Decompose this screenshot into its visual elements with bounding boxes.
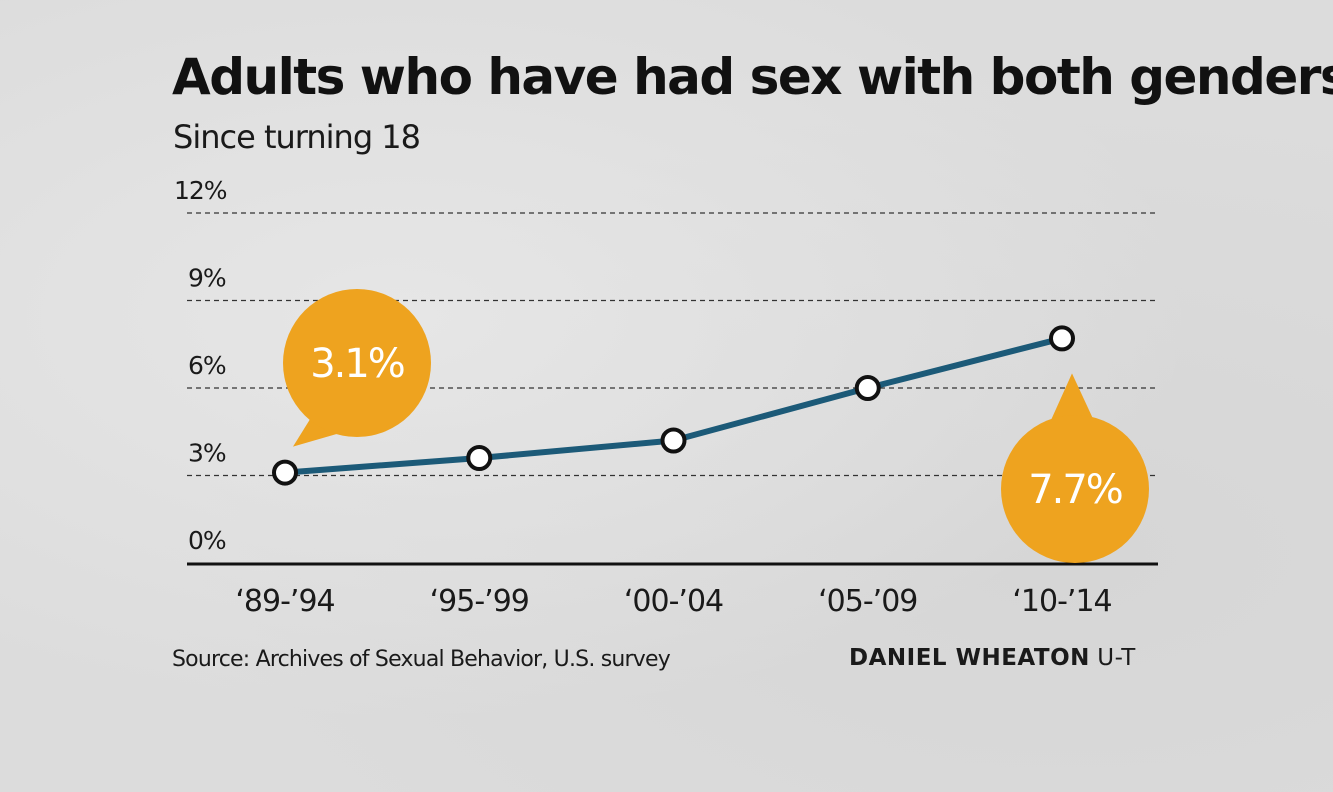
data-point-marker [1049,325,1075,352]
x-tick-label: ‘05-’09 [818,584,917,619]
callout-label: 3.1% [310,341,404,387]
x-axis-ticks: ‘89-’94 ‘95-’99 ‘00-’04 ‘05-’09 ‘10-’14 [235,584,1112,619]
callout-bubble [283,289,431,437]
x-tick-label: ‘89-’94 [235,584,334,619]
x-tick-label: ‘10-’14 [1012,584,1111,619]
x-tick-label: ‘95-’99 [430,584,529,619]
credit-org: U-T [1097,645,1136,671]
callout-bubble [1001,415,1149,563]
gridlines [187,212,1158,566]
source-note: Source: Archives of Sexual Behavior, U.S… [172,647,671,672]
callout-label: 7.7% [1028,467,1122,513]
y-tick-label: 9% [188,264,226,293]
data-point-marker [466,445,493,471]
y-tick-label: 3% [188,439,226,468]
y-tick-label: 12% [174,176,227,205]
x-tick-label: ‘00-’04 [624,584,723,619]
credit: DANIEL WHEATON U-T [849,645,1136,671]
data-point-marker [272,459,298,486]
chart-subtitle: Since turning 18 [173,118,421,156]
data-point-marker [854,375,881,401]
callout-pointer [293,408,347,447]
credit-name: DANIEL WHEATON [849,645,1090,671]
callout-pointer [1047,373,1095,429]
data-point-marker [660,427,687,454]
y-tick-label: 6% [188,351,226,380]
callouts: 3.1% 7.7% [283,289,1149,563]
series [272,325,1075,486]
chart-title: Adults who have had sex with both gender… [172,48,1333,106]
y-tick-label: 0% [188,526,226,555]
y-axis-ticks: 0% 3% 6% 9% 12% [174,176,228,555]
